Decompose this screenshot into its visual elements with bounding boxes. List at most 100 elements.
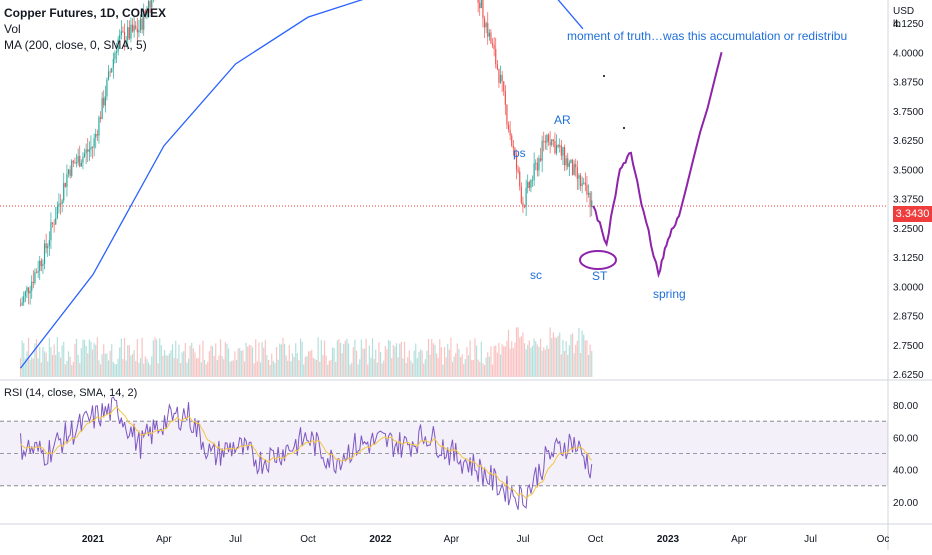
volume-bar — [144, 356, 146, 377]
volume-bar — [557, 335, 559, 377]
volume-bar — [549, 327, 551, 377]
time-tick-label: Jul — [517, 534, 530, 545]
candle-body — [93, 138, 95, 148]
candle-body — [21, 302, 23, 306]
candle-body — [509, 129, 511, 136]
candle-body — [579, 175, 582, 187]
symbol-legend[interactable]: Copper Futures, 1D, COMEX — [4, 6, 167, 20]
volume-bar — [483, 364, 486, 377]
volume-bar — [208, 351, 210, 377]
volume-bar — [99, 364, 102, 377]
volume-bar — [368, 345, 370, 377]
candle-body — [146, 12, 148, 14]
annotation-spring: spring — [653, 287, 686, 301]
volume-bar — [509, 348, 511, 377]
candle-body — [90, 146, 92, 150]
candle-body — [23, 296, 25, 303]
volume-bar — [349, 364, 351, 377]
candle-body — [587, 192, 590, 195]
volume-legend[interactable]: Vol — [4, 22, 21, 36]
candle-body — [541, 140, 543, 161]
volume-bar — [392, 345, 394, 377]
candle-body — [101, 97, 103, 119]
candle-body — [570, 159, 572, 164]
volume-bar — [312, 357, 314, 377]
candle-body — [69, 169, 71, 176]
volume-bar — [411, 363, 414, 377]
candle-body — [563, 147, 566, 166]
volume-bar — [547, 348, 550, 377]
price-tick-label: 3.6250 — [893, 136, 924, 147]
candle-body — [37, 271, 39, 273]
volume-bar — [165, 355, 167, 377]
volume-bar — [226, 343, 228, 377]
candle-body — [554, 140, 556, 154]
volume-bar — [551, 338, 553, 377]
candle-body — [117, 39, 119, 52]
candle-body — [560, 145, 562, 156]
candle-body — [567, 158, 569, 167]
candle-body — [133, 25, 135, 32]
candle-body — [507, 124, 510, 130]
volume-bar — [515, 327, 518, 377]
volume-bar — [400, 341, 402, 377]
volume-bar — [26, 351, 28, 377]
candle-body — [71, 160, 73, 176]
time-tick-label: Oct — [588, 534, 604, 545]
volume-bar — [61, 345, 63, 377]
volume-bar — [511, 341, 513, 377]
volume-bar — [493, 346, 495, 377]
volume-bar — [56, 337, 58, 377]
candle-body — [514, 148, 516, 155]
volume-bar — [450, 337, 452, 377]
candle-body — [120, 31, 122, 35]
volume-bar — [138, 362, 140, 377]
volume-bar — [331, 347, 334, 377]
volume-bar — [131, 354, 134, 377]
volume-bar — [67, 351, 70, 377]
candle-body — [112, 58, 114, 69]
candle-body — [552, 139, 554, 141]
candle-body — [31, 281, 33, 291]
time-tick-label: 2021 — [82, 534, 105, 545]
volume-bar — [184, 342, 186, 377]
volume-bar — [352, 347, 354, 377]
volume-bar — [146, 358, 148, 377]
volume-bar — [95, 344, 97, 377]
candle-body — [77, 156, 79, 163]
volume-bar — [328, 360, 330, 377]
volume-bar — [107, 360, 110, 377]
ma-legend[interactable]: MA (200, close, 0, SMA, 5) — [4, 38, 147, 52]
volume-bar — [528, 340, 530, 377]
volume-bar — [419, 349, 422, 377]
volume-bar — [399, 343, 401, 377]
volume-bar — [519, 337, 521, 377]
volume-bar — [271, 353, 273, 377]
volume-bar — [35, 339, 38, 377]
volume-bar — [479, 361, 481, 377]
volume-bar — [576, 340, 578, 377]
volume-bar — [533, 338, 535, 377]
candle-body — [53, 223, 55, 225]
volume-bar — [115, 364, 118, 377]
volume-bar — [258, 342, 260, 377]
volume-bar — [155, 339, 158, 377]
volume-bar — [405, 363, 407, 377]
candle-body — [131, 24, 134, 32]
rsi-legend[interactable]: RSI (14, close, SMA, 14, 2) — [4, 387, 138, 399]
volume-bar — [123, 337, 126, 377]
volume-bar — [215, 343, 217, 377]
volume-bar — [525, 349, 527, 377]
candle-body — [64, 183, 66, 187]
volume-bar — [453, 356, 455, 377]
candle-body — [511, 135, 513, 146]
candle-body — [67, 169, 70, 175]
volume-bar — [344, 340, 346, 377]
volume-bar — [80, 348, 82, 377]
volume-bar — [568, 345, 570, 377]
volume-bar — [474, 338, 476, 377]
volume-bar — [229, 361, 231, 377]
candle-body — [107, 71, 110, 80]
volume-bar — [189, 345, 191, 377]
